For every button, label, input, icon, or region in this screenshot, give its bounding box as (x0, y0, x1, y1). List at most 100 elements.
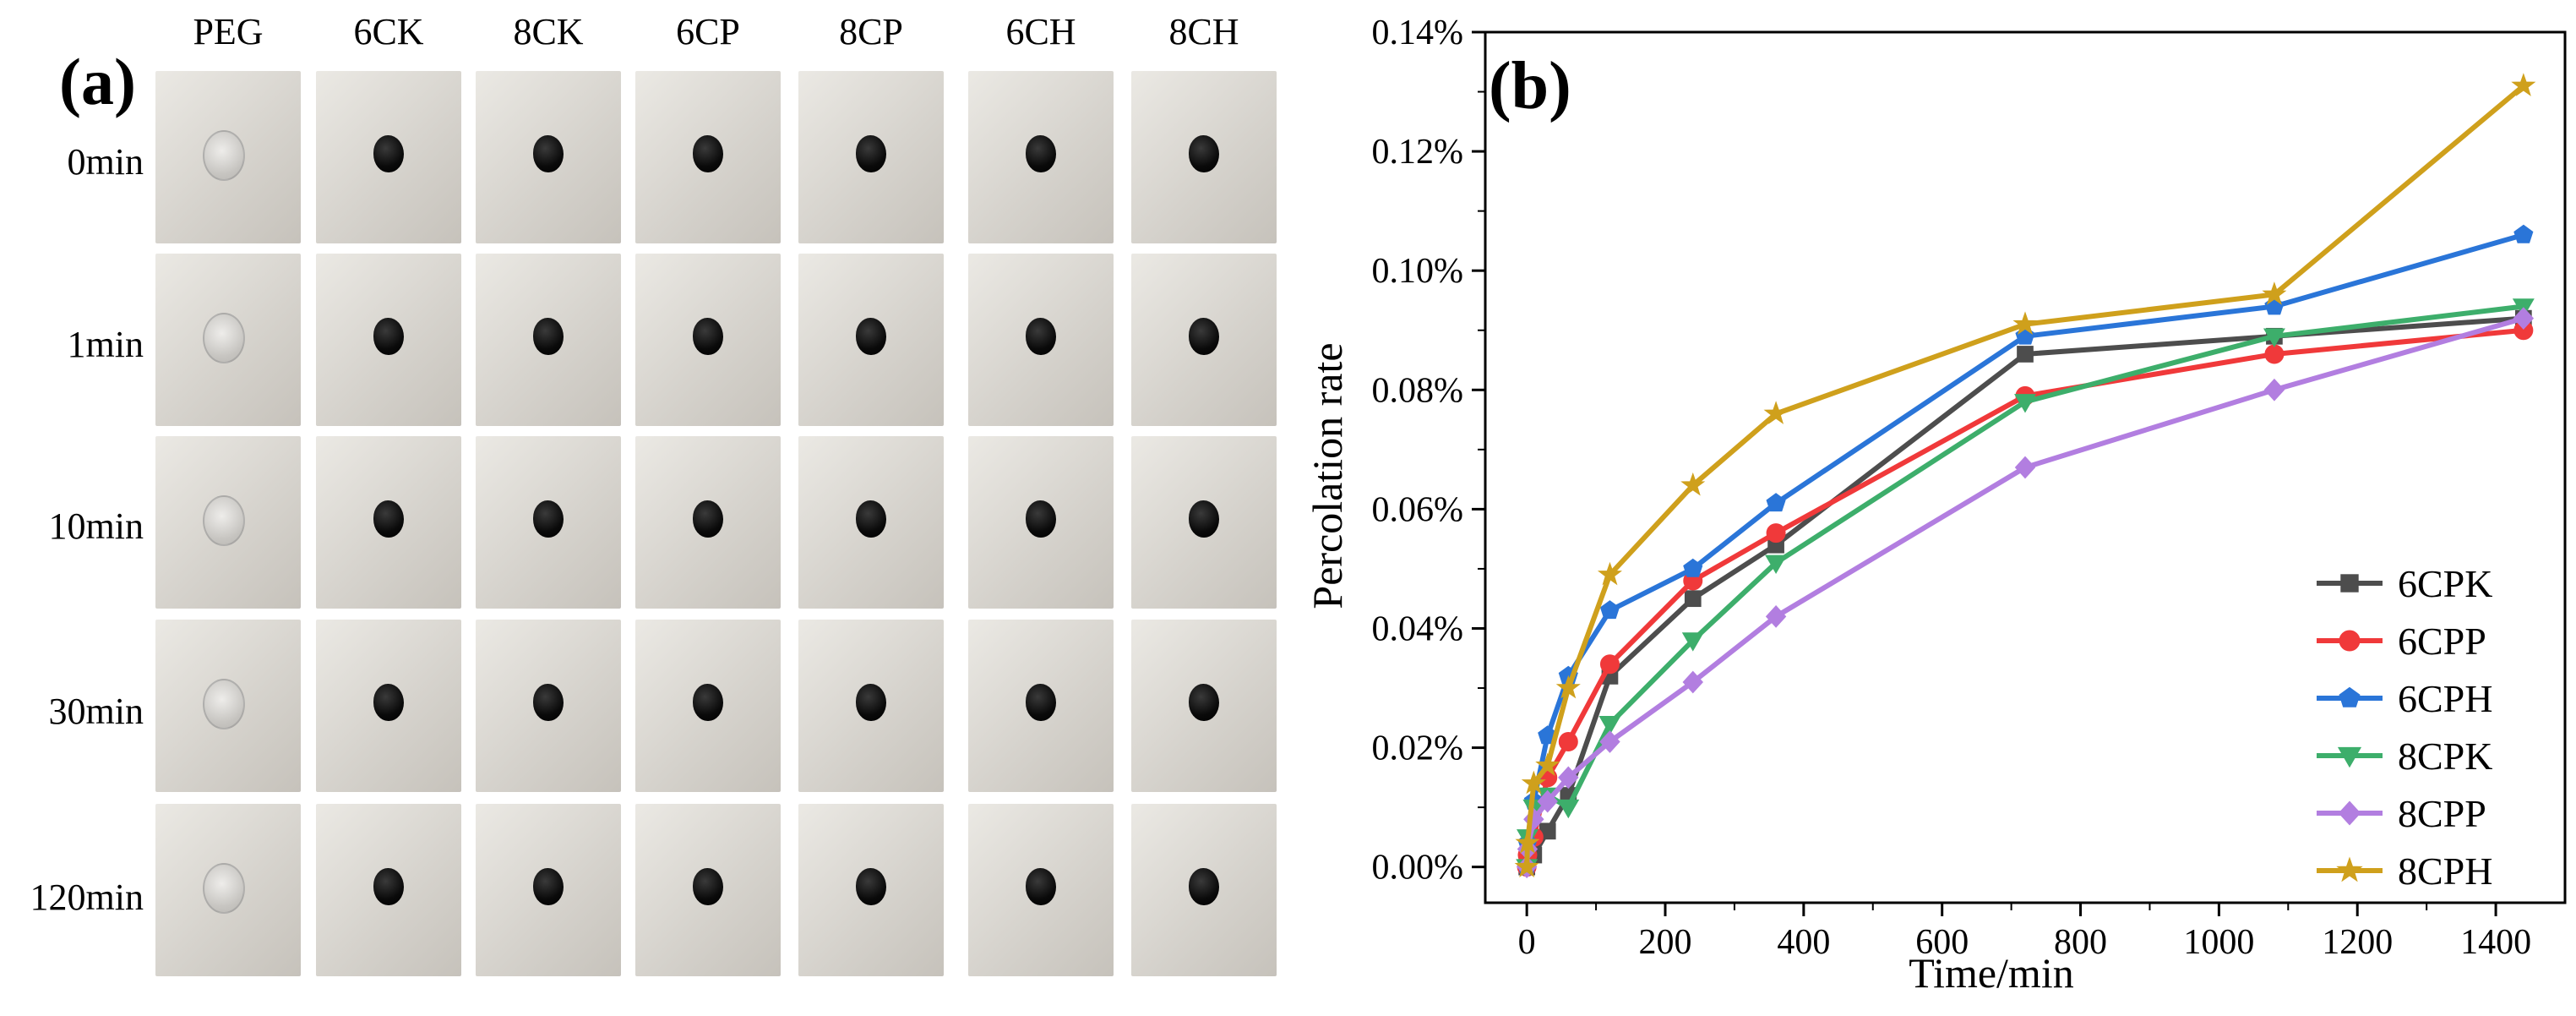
row-label-1min: 1min (67, 324, 144, 365)
legend-marker-8cpk (2337, 746, 2362, 768)
data-point-6cph (1766, 493, 1786, 512)
data-point-6cpp (1766, 523, 1786, 544)
data-point-8cph (1514, 854, 1539, 878)
data-point-8cpp (1682, 670, 1703, 694)
data-point-8cph (1597, 561, 1622, 586)
legend-label-6cph: 6CPH (2398, 677, 2492, 720)
photo-8ch-120min (1131, 804, 1277, 976)
x-tick-label: 1000 (2183, 923, 2254, 962)
data-point-8cpp (1537, 789, 1558, 813)
data-point-8cpp (1599, 730, 1620, 753)
data-point-8cpk (2263, 328, 2285, 347)
photo-8ch-30min (1131, 620, 1277, 792)
photo-peg-0min (155, 71, 301, 243)
column-label-6cp: 6CP (676, 11, 740, 52)
sample-droplet (533, 134, 564, 172)
photo-8ck-30min (476, 620, 621, 792)
sample-droplet (693, 134, 723, 172)
photo-8ch-1min (1131, 254, 1277, 426)
sample-droplet (856, 500, 886, 538)
data-point-8cph (1763, 401, 1789, 424)
data-point-8cpk (1681, 632, 1704, 652)
sample-droplet (1026, 134, 1056, 172)
row-label-30min: 30min (48, 691, 144, 732)
legend-marker-6cpp (2339, 630, 2361, 652)
sample-droplet (1189, 867, 1219, 905)
data-point-6cpp (2264, 344, 2285, 364)
column-label-8cp: 8CP (839, 11, 903, 52)
photo-8cp-120min (798, 804, 944, 976)
panel-b-label: (b) (1489, 49, 1571, 123)
sample-droplet (533, 500, 564, 538)
photo-8cp-0min (798, 71, 944, 243)
legend-marker-6cph (2339, 686, 2361, 707)
data-point-6cpk (1684, 590, 1702, 608)
peg-droplet (203, 678, 246, 729)
sample-droplet (1189, 683, 1219, 721)
legend-label-8cph: 8CPH (2398, 849, 2492, 893)
legend-label-6cpp: 6CPP (2398, 620, 2486, 663)
data-point-8cpk (2014, 394, 2036, 413)
photo-8ck-1min (476, 254, 621, 426)
photo-6ck-120min (316, 804, 461, 976)
photo-peg-120min (155, 804, 301, 976)
sample-droplet (856, 867, 886, 905)
column-label-8ck: 8CK (513, 11, 584, 52)
legend-label-8cpk: 8CPK (2398, 735, 2492, 778)
data-point-6cph (1683, 558, 1703, 577)
data-point-6cpp (1599, 654, 1620, 675)
x-tick-label: 1400 (2460, 923, 2531, 962)
photo-8cp-1min (798, 254, 944, 426)
peg-droplet (203, 129, 246, 181)
sample-droplet (1189, 134, 1219, 172)
y-tick-label: 0.02% (1372, 729, 1464, 768)
y-tick-label: 0.10% (1372, 252, 1464, 291)
photo-6ch-0min (968, 71, 1114, 243)
data-point-8cph (2511, 73, 2536, 96)
y-axis-title: Percolation rate (1304, 342, 1351, 609)
photo-6ck-10min (316, 436, 461, 609)
photo-peg-1min (155, 254, 301, 426)
sample-droplet (693, 683, 723, 721)
sample-droplet (693, 317, 723, 355)
x-tick-label: 200 (1639, 923, 1692, 962)
sample-droplet (1026, 683, 1056, 721)
data-point-8cph (1680, 472, 1706, 496)
sample-droplet (1026, 500, 1056, 538)
photo-6cp-0min (635, 71, 781, 243)
photo-peg-10min (155, 436, 301, 609)
data-point-6cpk (2017, 346, 2034, 363)
sample-droplet (373, 867, 404, 905)
y-tick-label: 0.04% (1372, 609, 1464, 648)
sample-droplet (1026, 867, 1056, 905)
y-tick-label: 0.06% (1372, 490, 1464, 529)
y-tick-label: 0.12% (1372, 133, 1464, 172)
data-point-8cpk (1557, 799, 1580, 819)
data-point-8cpp (2263, 378, 2285, 401)
data-point-8cpk (1598, 716, 1621, 735)
y-tick-label: 0.00% (1372, 849, 1464, 888)
sample-droplet (1189, 317, 1219, 355)
sample-droplet (373, 317, 404, 355)
data-point-8cph (2262, 281, 2287, 305)
photo-8ck-0min (476, 71, 621, 243)
peg-droplet (203, 862, 246, 914)
x-tick-label: 400 (1777, 923, 1830, 962)
legend-label-6cpk: 6CPK (2398, 562, 2492, 605)
data-point-8cph (1535, 752, 1560, 777)
photo-6ck-0min (316, 71, 461, 243)
sample-droplet (856, 683, 886, 721)
row-label-0min: 0min (67, 141, 144, 183)
legend-marker-6cpk (2340, 574, 2359, 593)
data-point-6cph (2513, 224, 2534, 243)
photo-6ch-120min (968, 804, 1114, 976)
row-label-10min: 10min (48, 505, 144, 547)
x-tick-label: 1200 (2322, 923, 2393, 962)
y-tick-label: 0.14% (1372, 14, 1464, 52)
sample-droplet (533, 317, 564, 355)
data-point-6cpp (1558, 732, 1578, 752)
column-label-6ck: 6CK (353, 11, 424, 52)
photo-6ck-30min (316, 620, 461, 792)
photo-8cp-30min (798, 620, 944, 792)
